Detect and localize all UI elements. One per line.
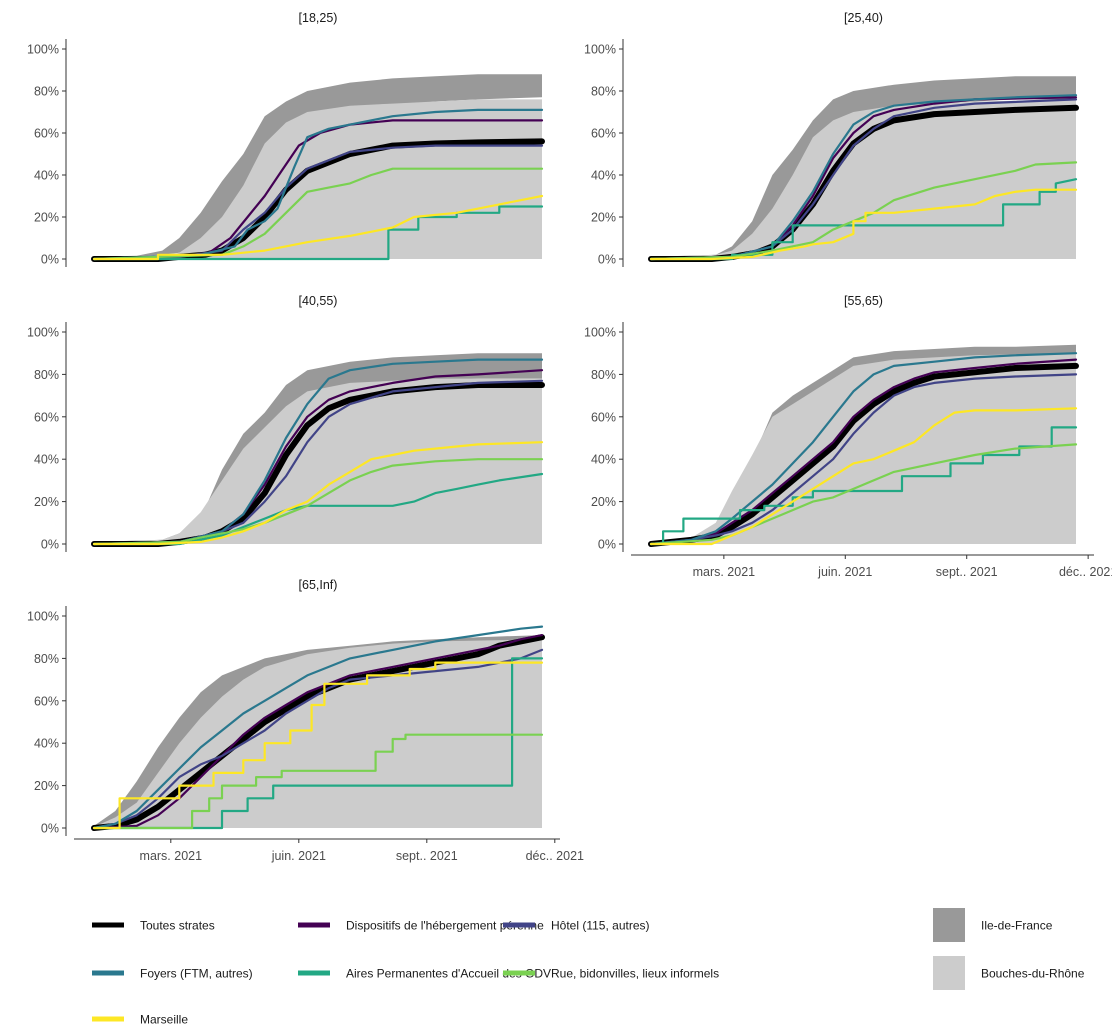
y-tick-label: 80% bbox=[591, 85, 616, 99]
panel-title: [55,65) bbox=[844, 294, 883, 308]
series-line-aires-permanentes-d-accueil-des-gdv bbox=[92, 657, 544, 830]
legend-item-foyers-ftm-autres: Foyers (FTM, autres) bbox=[92, 967, 253, 981]
series-line-rue-bidonvilles-lieux-informels bbox=[92, 167, 544, 261]
y-tick-label: 60% bbox=[591, 410, 616, 424]
y-tick-label: 20% bbox=[34, 495, 59, 509]
x-tick-label: déc.. 2021 bbox=[526, 849, 584, 863]
y-tick-label: 20% bbox=[591, 495, 616, 509]
series-line-rue-bidonvilles-lieux-informels bbox=[92, 458, 544, 546]
y-tick-label: 80% bbox=[591, 368, 616, 382]
y-tick-label: 20% bbox=[591, 211, 616, 225]
y-tick-label: 100% bbox=[584, 43, 616, 57]
series-line-foyers-ftm-autres bbox=[92, 625, 544, 830]
area-bouches-du-rh-ne bbox=[94, 378, 542, 544]
legend-item-ile-de-france: Ile-de-France bbox=[933, 908, 1053, 942]
y-tick-label: 60% bbox=[34, 694, 59, 708]
x-tick-label: sept.. 2021 bbox=[396, 849, 458, 863]
legend-item-dispositifs-de-l-h-bergement-p-renne: Dispositifs de l'hébergement pérenne bbox=[298, 919, 544, 933]
series-line-toutes-strates bbox=[91, 634, 545, 831]
series-line-dispositifs-de-l-h-bergement-p-renne bbox=[649, 358, 1078, 546]
series-line-marseille bbox=[92, 194, 544, 261]
area-bouches-du-rh-ne bbox=[94, 639, 542, 828]
legend-label: Aires Permanentes d'Accueil des GDV bbox=[346, 967, 551, 981]
legend-label: Rue, bidonvilles, lieux informels bbox=[551, 967, 719, 981]
series-line-dispositifs-de-l-h-bergement-p-renne bbox=[92, 634, 544, 830]
x-tick-label: déc.. 2021 bbox=[1059, 565, 1112, 579]
x-tick-label: sept.. 2021 bbox=[936, 565, 998, 579]
y-tick-label: 20% bbox=[34, 211, 59, 225]
area-ile-de-france bbox=[651, 76, 1076, 258]
legend-label: Ile-de-France bbox=[981, 919, 1053, 933]
y-tick-label: 40% bbox=[34, 169, 59, 183]
panel-65-inf: [65,Inf) 0% 20% 40% 60% 80% 100% mars. 2021 juin… bbox=[27, 578, 584, 863]
legend-item-h-tel-115-autres: Hôtel (115, autres) bbox=[503, 919, 650, 933]
y-tick-label: 40% bbox=[34, 737, 59, 751]
legend-item-marseille: Marseille bbox=[92, 1013, 188, 1027]
series-line-marseille bbox=[649, 188, 1078, 261]
series-line-h-tel-115-autres bbox=[649, 373, 1078, 546]
y-tick-label: 0% bbox=[598, 253, 616, 267]
y-tick-label: 40% bbox=[591, 453, 616, 467]
legend-label: Hôtel (115, autres) bbox=[551, 919, 650, 933]
series-line-rue-bidonvilles-lieux-informels bbox=[92, 733, 544, 830]
legend-label: Foyers (FTM, autres) bbox=[140, 967, 253, 981]
x-tick-label: mars. 2021 bbox=[140, 849, 203, 863]
legend-label: Bouches-du-Rhône bbox=[981, 967, 1085, 981]
legend-item-aires-permanentes-d-accueil-des-gdv: Aires Permanentes d'Accueil des GDV bbox=[298, 967, 551, 981]
series-line-marseille bbox=[92, 441, 544, 546]
y-tick-label: 0% bbox=[41, 253, 59, 267]
legend: Toutes strates Dispositifs de l'hébergeme… bbox=[92, 908, 1085, 1027]
y-tick-label: 80% bbox=[34, 652, 59, 666]
x-tick-label: mars. 2021 bbox=[693, 565, 756, 579]
series-line-aires-permanentes-d-accueil-des-gdv bbox=[92, 472, 544, 546]
legend-label: Dispositifs de l'hébergement pérenne bbox=[346, 919, 544, 933]
panel-18-25: [18,25) 0% 20% 40% 60% 80% 100% bbox=[27, 11, 545, 267]
y-tick-label: 60% bbox=[34, 410, 59, 424]
legend-swatch bbox=[933, 908, 965, 942]
y-tick-label: 20% bbox=[34, 779, 59, 793]
y-tick-label: 40% bbox=[591, 169, 616, 183]
area-bouches-du-rh-ne bbox=[94, 99, 542, 260]
series-line-foyers-ftm-autres bbox=[649, 352, 1078, 546]
y-tick-label: 60% bbox=[591, 127, 616, 141]
series-line-foyers-ftm-autres bbox=[92, 358, 544, 546]
area-bouches-du-rh-ne bbox=[651, 99, 1076, 260]
y-tick-label: 100% bbox=[27, 43, 59, 57]
panel-40-55: [40,55) 0% 20% 40% 60% 80% 100% bbox=[27, 294, 545, 552]
legend-label: Marseille bbox=[140, 1013, 188, 1027]
series-line-aires-permanentes-d-accueil-des-gdv bbox=[649, 426, 1078, 546]
legend-item-toutes-strates: Toutes strates bbox=[92, 919, 215, 933]
x-tick-label: juin. 2021 bbox=[817, 565, 872, 579]
panel-title: [18,25) bbox=[299, 11, 338, 25]
series-line-foyers-ftm-autres bbox=[92, 108, 544, 261]
series-line-marseille bbox=[649, 407, 1078, 546]
legend-item-bouches-du-rh-ne: Bouches-du-Rhône bbox=[933, 956, 1085, 990]
panel-title: [40,55) bbox=[299, 294, 338, 308]
y-tick-label: 80% bbox=[34, 368, 59, 382]
legend-swatch bbox=[933, 956, 965, 990]
y-tick-label: 0% bbox=[598, 538, 616, 552]
y-tick-label: 80% bbox=[34, 85, 59, 99]
y-tick-label: 60% bbox=[34, 127, 59, 141]
series-line-marseille bbox=[92, 661, 544, 830]
area-ile-de-france bbox=[94, 74, 542, 258]
panel-title: [25,40) bbox=[844, 11, 883, 25]
series-line-toutes-strates bbox=[648, 362, 1079, 547]
y-tick-label: 100% bbox=[27, 326, 59, 340]
panel-title: [65,Inf) bbox=[299, 578, 338, 592]
panel-25-40: [25,40) 0% 20% 40% 60% 80% 100% bbox=[584, 11, 1079, 267]
y-tick-label: 100% bbox=[584, 326, 616, 340]
panel-55-65: [55,65) 0% 20% 40% 60% 80% 100% mars. 2021 juin.… bbox=[584, 294, 1112, 579]
x-tick-label: juin. 2021 bbox=[271, 849, 326, 863]
y-tick-label: 100% bbox=[27, 610, 59, 624]
legend-label: Toutes strates bbox=[140, 919, 215, 933]
y-tick-label: 0% bbox=[41, 822, 59, 836]
series-line-h-tel-115-autres bbox=[92, 648, 544, 830]
legend-item-rue-bidonvilles-lieux-informels: Rue, bidonvilles, lieux informels bbox=[503, 967, 719, 981]
y-tick-label: 40% bbox=[34, 453, 59, 467]
y-tick-label: 0% bbox=[41, 538, 59, 552]
